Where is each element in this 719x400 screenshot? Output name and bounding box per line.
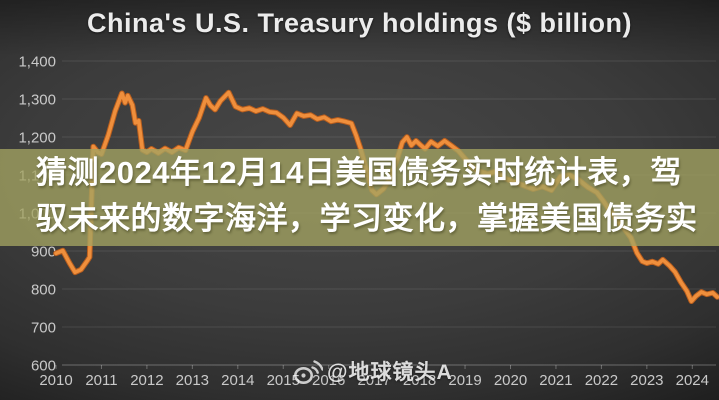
x-axis-tick-label: 2013 [176,372,209,389]
x-axis-tick-label: 2024 [676,372,709,389]
y-axis-tick-label: 1,400 [18,54,56,71]
chart-title: China's U.S. Treasury holdings ($ billio… [87,8,632,38]
x-axis-tick-label: 2011 [85,372,117,389]
x-axis-tick-label: 2012 [130,372,163,389]
watermark: @地球镜头A [293,356,453,386]
overlay-banner-line-1: 猜测2024年12月14日美国债务实时统计表，驾 [36,155,682,190]
x-axis-tick-label: 2021 [539,372,572,389]
y-axis-tick-label: 700 [31,320,56,337]
watermark-text: @地球镜头A [327,361,453,384]
x-axis-tick-label: 2014 [221,372,254,389]
y-axis-tick-label: 900 [31,244,56,261]
overlay-banner: 猜测2024年12月14日美国债务实时统计表，驾 驭未来的数字海洋，学习变化，掌… [0,149,719,246]
overlay-banner-line-2: 驭未来的数字海洋，学习变化，掌握美国债务实 [36,201,698,236]
y-axis-tick-label: 800 [31,282,56,299]
y-axis-tick-label: 1,200 [18,130,56,147]
x-axis-tick-label: 2019 [448,372,481,389]
x-axis-tick-label: 2010 [39,372,72,389]
x-axis-tick-label: 2022 [585,372,618,389]
weibo-icon [294,359,323,384]
x-axis-tick-label: 2017 [357,372,390,389]
y-axis-tick-label: 600 [31,358,56,375]
x-axis-tick-label: 2016 [312,372,345,389]
x-axis-tick-label: 2018 [403,372,436,389]
y-axis-tick-label: 1,300 [18,92,56,109]
x-axis-tick-label: 2020 [494,372,527,389]
x-axis-tick-label: 2023 [630,372,663,389]
x-axis-tick-label: 2015 [267,372,300,389]
